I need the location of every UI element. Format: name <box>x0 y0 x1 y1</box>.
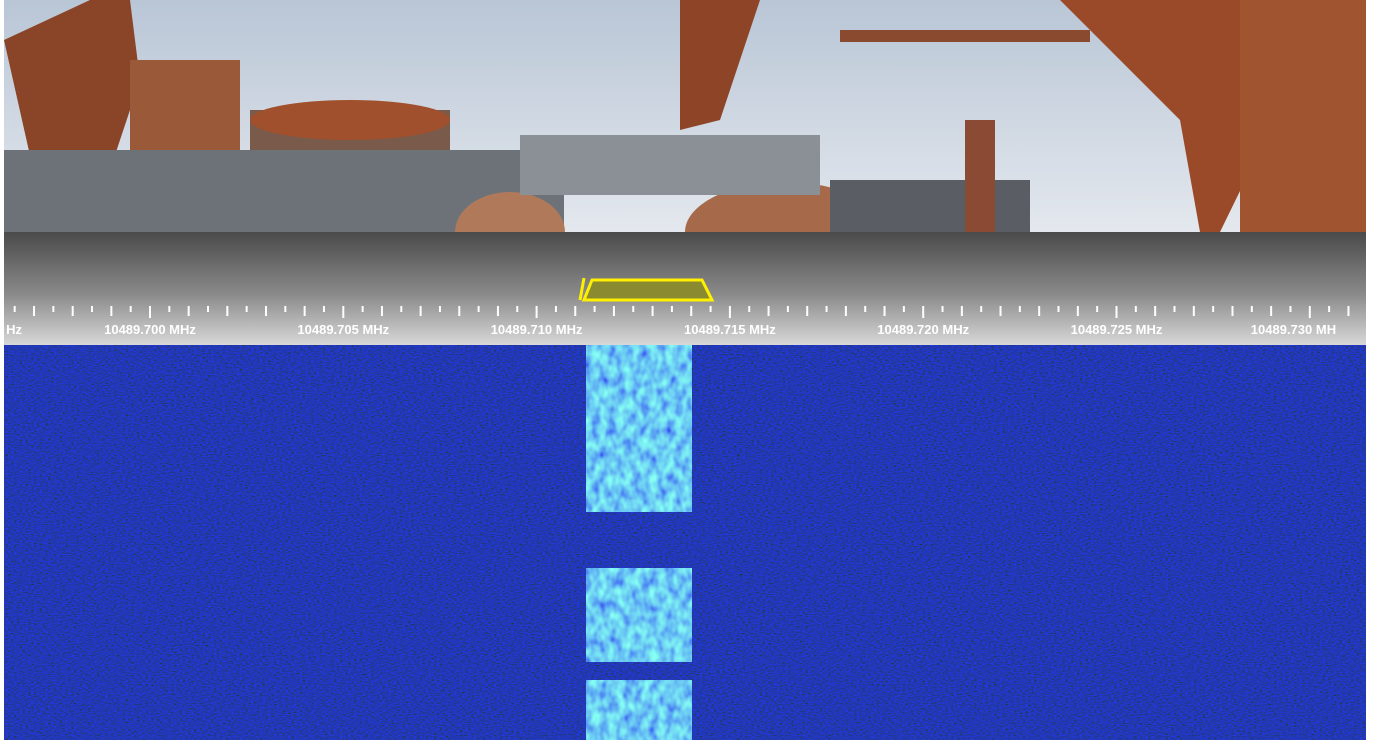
waterfall <box>4 345 1366 740</box>
passband <box>580 278 712 300</box>
frequency-label: 10489.730 MH <box>1251 322 1336 337</box>
frequency-label: 10489.700 MHz <box>104 322 196 337</box>
frequency-label: 10489.710 MHz <box>491 322 583 337</box>
frequency-label: 10489.725 MHz <box>1071 322 1163 337</box>
frequency-label: 10489.715 MHz <box>684 322 776 337</box>
frequency-label: 10489.720 MHz <box>877 322 969 337</box>
frequency-scale: Hz 10489.700 MHz 10489.705 MHz 10489.710 MH… <box>4 232 1366 345</box>
frequency-label: 10489.705 MHz <box>297 322 389 337</box>
frequency-label: Hz <box>6 322 22 337</box>
websdr-view: Hz 10489.700 MHz 10489.705 MHz 10489.710 MH… <box>0 0 1377 740</box>
